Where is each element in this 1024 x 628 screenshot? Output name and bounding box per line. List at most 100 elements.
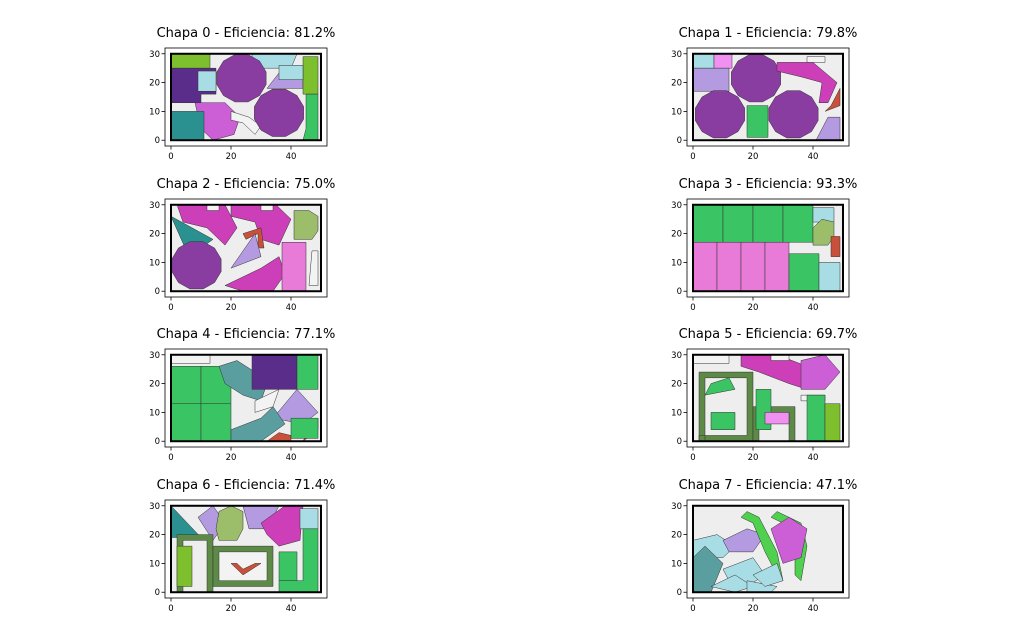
sheet-border xyxy=(692,504,844,594)
y-tick-label: 0 xyxy=(155,136,160,146)
piece-shape xyxy=(290,417,319,439)
x-tick-label: 20 xyxy=(748,303,759,313)
piece-shape xyxy=(200,403,232,442)
x-tick-label: 20 xyxy=(226,152,237,162)
x-tick-label: 40 xyxy=(286,453,297,463)
piece-shape xyxy=(722,528,766,553)
x-tick-label: 20 xyxy=(748,604,759,614)
piece-shape xyxy=(215,505,244,541)
y-tick-label: 10 xyxy=(149,408,160,418)
y-tick-label: 20 xyxy=(149,531,160,541)
piece-shape xyxy=(302,56,319,95)
x-tick-label: 0 xyxy=(690,152,695,162)
chart-panel-3: Chapa 3 - Eficiencia: 93.3% 0 20 40 0 10 20 30 xyxy=(671,177,857,313)
x-tick-label: 0 xyxy=(168,604,173,614)
y-tick-label: 0 xyxy=(155,588,160,598)
piece-shape xyxy=(740,241,766,292)
chart-panel-2: Chapa 2 - Eficiencia: 75.0% 0 20 40 0 10 20 30 xyxy=(149,177,335,313)
x-tick-label: 40 xyxy=(808,303,819,313)
y-tick-label: 30 xyxy=(149,502,160,512)
x-tick-label: 20 xyxy=(226,604,237,614)
piece-shape xyxy=(812,218,835,246)
x-tick-label: 40 xyxy=(808,604,819,614)
piece-shape xyxy=(776,62,838,104)
y-tick-label: 10 xyxy=(671,408,682,418)
y-tick-label: 30 xyxy=(671,50,682,60)
chart-title: Chapa 6 - Eficiencia: 71.4% xyxy=(157,478,336,493)
x-tick-label: 40 xyxy=(808,453,819,463)
y-tick-label: 30 xyxy=(149,50,160,60)
sheet-border xyxy=(692,203,844,293)
piece-shape xyxy=(293,210,319,240)
x-tick-label: 40 xyxy=(286,604,297,614)
y-tick-label: 30 xyxy=(149,351,160,361)
piece-shape xyxy=(704,377,736,396)
y-tick-label: 10 xyxy=(671,258,682,268)
piece-shape xyxy=(764,412,790,425)
piece-shape xyxy=(752,563,784,587)
chart-title: Chapa 1 - Eficiencia: 79.8% xyxy=(679,26,858,41)
piece-shape xyxy=(752,204,784,243)
x-tick-label: 0 xyxy=(168,453,173,463)
y-tick-label: 20 xyxy=(671,380,682,390)
chart-panel-4: Chapa 4 - Eficiencia: 77.1% 0 20 40 0 10 20 30 xyxy=(149,327,335,463)
y-tick-label: 0 xyxy=(155,287,160,297)
sheet-border xyxy=(170,52,322,142)
sheet-border xyxy=(170,504,322,594)
chart-title: Chapa 2 - Eficiencia: 75.0% xyxy=(157,177,336,192)
piece-shape xyxy=(170,403,202,442)
piece-shape xyxy=(731,54,781,103)
piece-shape xyxy=(710,412,736,430)
y-tick-label: 30 xyxy=(149,201,160,211)
x-tick-label: 0 xyxy=(690,453,695,463)
piece-shape xyxy=(818,262,841,292)
piece-shape xyxy=(692,241,718,292)
piece-shape xyxy=(176,545,193,587)
piece-shape xyxy=(824,88,841,112)
chart-panel-6: Chapa 6 - Eficiencia: 71.4% 0 20 40 0 10 20 30 xyxy=(149,478,335,614)
piece-shape xyxy=(230,232,262,269)
y-tick-label: 10 xyxy=(149,107,160,117)
y-tick-label: 20 xyxy=(149,230,160,240)
piece-shape xyxy=(197,70,217,92)
x-tick-label: 20 xyxy=(748,453,759,463)
piece-shape xyxy=(722,204,754,243)
piece-shape xyxy=(281,241,307,292)
piece-shape xyxy=(695,90,745,139)
x-tick-label: 20 xyxy=(748,152,759,162)
piece-shape xyxy=(218,551,268,581)
y-tick-label: 20 xyxy=(149,380,160,390)
x-tick-label: 0 xyxy=(168,303,173,313)
piece-shape xyxy=(251,354,298,390)
piece-shape xyxy=(170,366,202,405)
piece-shape xyxy=(230,563,262,576)
piece-shape xyxy=(692,204,724,243)
piece-shape xyxy=(170,111,205,141)
piece-shape xyxy=(782,204,814,243)
chart-title: Chapa 4 - Eficiencia: 77.1% xyxy=(157,327,336,342)
y-tick-label: 0 xyxy=(677,588,682,598)
piece-shape xyxy=(764,241,790,292)
y-tick-label: 0 xyxy=(677,136,682,146)
x-tick-label: 40 xyxy=(286,152,297,162)
piece-shape xyxy=(692,354,730,364)
x-tick-label: 0 xyxy=(690,604,695,614)
piece-shape xyxy=(308,250,319,286)
sheet-border xyxy=(692,52,844,142)
chart-title: Chapa 5 - Eficiencia: 69.7% xyxy=(679,327,858,342)
piece-shape xyxy=(254,88,304,137)
piece-shape xyxy=(170,53,211,69)
piece-shape xyxy=(218,360,268,402)
y-tick-label: 10 xyxy=(671,107,682,117)
y-tick-label: 30 xyxy=(671,201,682,211)
y-tick-label: 30 xyxy=(671,351,682,361)
x-tick-label: 0 xyxy=(690,303,695,313)
chart-panel-0: Chapa 0 - Eficiencia: 81.2% 0 20 40 0 10 20 30 xyxy=(149,26,335,162)
y-tick-label: 20 xyxy=(671,230,682,240)
piece-shape xyxy=(800,354,841,390)
y-tick-label: 20 xyxy=(671,531,682,541)
piece-shape xyxy=(746,105,769,138)
x-tick-label: 40 xyxy=(808,152,819,162)
piece-shape xyxy=(770,516,808,564)
